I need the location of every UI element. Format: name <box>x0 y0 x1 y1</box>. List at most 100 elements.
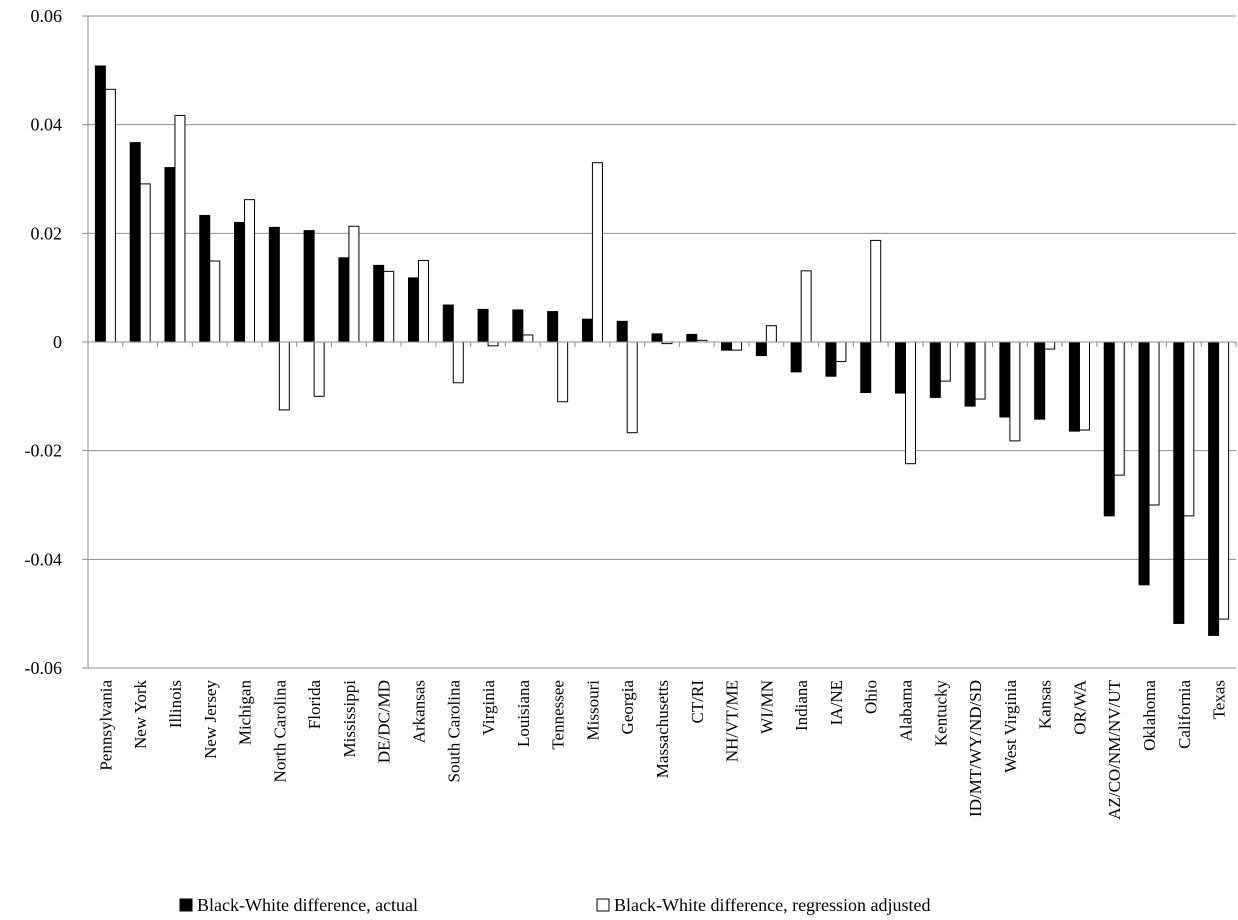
x-category-label: AZ/CO/NM/NV/UT <box>1105 679 1124 819</box>
x-category-label: WI/MN <box>757 680 776 734</box>
y-axis-ticks: 0.06 0.04 0.02 0 -0.02 -0.04 -0.06 <box>25 6 63 678</box>
bar-actual-29 <box>1103 341 1115 517</box>
bar-actual-21 <box>825 341 837 377</box>
x-category-label: ID/MT/WY/ND/SD <box>966 680 985 817</box>
bar-actual-13 <box>547 311 559 343</box>
x-category-label: Ohio <box>862 680 881 714</box>
bar-adjusted-9 <box>417 260 429 343</box>
bar-adjusted-8 <box>383 270 395 343</box>
bar-adjusted-20 <box>800 270 812 343</box>
bar-actual-16 <box>651 333 663 343</box>
x-category-label: Indiana <box>792 680 811 731</box>
x-category-label: Arkansas <box>409 680 428 743</box>
bar-adjusted-28 <box>1078 341 1090 431</box>
bar-adjusted-32 <box>1218 341 1230 620</box>
axes <box>82 15 1237 669</box>
bar-adjusted-25 <box>974 341 986 400</box>
bar-actual-32 <box>1208 341 1220 636</box>
legend: Black-White difference, actual Black-Whit… <box>179 895 931 915</box>
bar-actual-10 <box>442 304 454 343</box>
bar-adjusted-14 <box>591 162 603 343</box>
bar-adjusted-19 <box>765 325 777 343</box>
x-category-label: Virginia <box>479 680 498 736</box>
bar-adjusted-23 <box>905 341 917 465</box>
bar-actual-11 <box>477 308 489 343</box>
bar-adjusted-22 <box>870 239 882 343</box>
x-category-label: NH/VT/ME <box>723 680 742 762</box>
bar-actual-22 <box>860 341 872 394</box>
bar-actual-9 <box>407 277 419 343</box>
bar-actual-17 <box>686 333 698 343</box>
bar-adjusted-27 <box>1044 341 1056 350</box>
x-category-label: DE/DC/MD <box>375 680 394 763</box>
x-category-label: Mississippi <box>340 680 359 758</box>
bar-actual-23 <box>895 341 907 394</box>
bars <box>94 65 1230 636</box>
bar-adjusted-31 <box>1183 341 1195 517</box>
x-category-label: Kentucky <box>931 680 950 747</box>
bar-actual-31 <box>1173 341 1185 624</box>
bar-actual-7 <box>338 257 350 343</box>
bar-actual-18 <box>721 341 733 351</box>
bar-adjusted-7 <box>348 225 360 343</box>
bar-actual-8 <box>373 264 385 343</box>
x-category-label: OR/WA <box>1070 679 1089 735</box>
x-category-label: Alabama <box>897 680 916 742</box>
x-category-label: Georgia <box>618 680 637 735</box>
x-category-label: CT/RI <box>688 680 707 724</box>
x-category-label: South Carolina <box>444 680 463 783</box>
bar-adjusted-0 <box>104 88 116 343</box>
bar-adjusted-21 <box>835 341 847 363</box>
bar-adjusted-29 <box>1113 341 1125 476</box>
y-tick-label: 0.04 <box>31 115 63 135</box>
bar-adjusted-3 <box>209 260 221 343</box>
x-category-label: Michigan <box>236 680 255 746</box>
legend-swatch <box>179 898 193 912</box>
x-category-label: Oklahoma <box>1140 680 1159 751</box>
x-category-label: California <box>1175 680 1194 749</box>
bar-actual-0 <box>94 65 106 343</box>
x-category-label: West Virginia <box>1001 680 1020 773</box>
x-category-label: Florida <box>305 680 324 730</box>
x-category-label: North Carolina <box>270 680 289 783</box>
x-category-label: New Jersey <box>201 680 220 759</box>
bar-actual-1 <box>129 142 141 343</box>
x-category-label: New York <box>131 680 150 749</box>
bar-actual-28 <box>1068 341 1080 432</box>
x-category-label: Pennsylvania <box>96 680 115 771</box>
bar-actual-12 <box>512 309 524 343</box>
x-category-label: Missouri <box>583 680 602 741</box>
bar-adjusted-30 <box>1148 341 1160 506</box>
bar-actual-3 <box>199 214 211 343</box>
x-category-label: Illinois <box>166 680 185 728</box>
bar-actual-6 <box>303 230 315 343</box>
bar-adjusted-1 <box>139 183 151 343</box>
bar-adjusted-2 <box>174 114 186 343</box>
bar-actual-4 <box>234 221 246 343</box>
bar-adjusted-11 <box>487 341 499 347</box>
bar-actual-15 <box>616 320 628 343</box>
bar-actual-19 <box>755 341 767 357</box>
bar-adjusted-24 <box>939 341 951 382</box>
bar-adjusted-12 <box>522 334 534 343</box>
bar-actual-5 <box>268 226 280 343</box>
bar-adjusted-6 <box>313 341 325 397</box>
bar-actual-14 <box>581 318 593 343</box>
y-tick-label: -0.02 <box>25 441 63 461</box>
y-tick-label: -0.04 <box>25 549 63 569</box>
bar-actual-27 <box>1034 341 1046 420</box>
x-category-label: Texas <box>1210 680 1229 719</box>
bar-actual-26 <box>999 341 1011 418</box>
x-category-label: IA/NE <box>827 680 846 725</box>
y-tick-label: 0.02 <box>31 223 63 243</box>
legend-label: Black-White difference, actual <box>197 895 418 915</box>
legend-label: Black-White difference, regression adjus… <box>614 895 931 915</box>
bar-adjusted-10 <box>452 341 464 384</box>
y-tick-label: 0 <box>53 332 62 352</box>
bar-actual-2 <box>164 167 176 343</box>
x-category-label: Louisiana <box>514 680 533 747</box>
x-category-label: Massachusetts <box>653 680 672 778</box>
bar-adjusted-13 <box>557 341 569 403</box>
bar-actual-24 <box>929 341 941 398</box>
